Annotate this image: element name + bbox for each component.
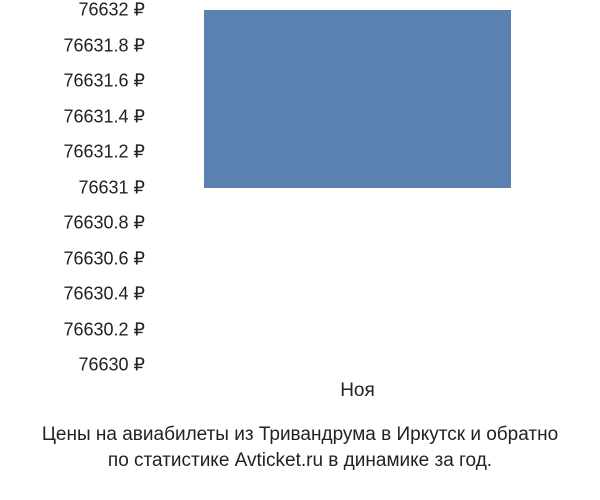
price-chart: 76632 ₽ 76631.8 ₽ 76631.6 ₽ 76631.4 ₽ 76631.… xyxy=(0,0,600,500)
x-tick-label: Ноя xyxy=(340,380,375,402)
y-tick-label: 76631.4 ₽ xyxy=(63,106,145,127)
chart-bar xyxy=(204,10,512,188)
chart-caption: Цены на авиабилеты из Тривандрума в Ирку… xyxy=(0,422,600,475)
y-tick-label: 76630.2 ₽ xyxy=(63,319,145,340)
caption-line-2: по статистике Avticket.ru в динамике за … xyxy=(108,450,492,471)
y-tick-label: 76630.4 ₽ xyxy=(63,284,145,305)
y-tick-label: 76631 ₽ xyxy=(78,177,145,198)
y-tick-label: 76631.2 ₽ xyxy=(63,142,145,163)
y-tick-label: 76631.6 ₽ xyxy=(63,71,145,92)
y-tick-label: 76631.8 ₽ xyxy=(63,35,145,56)
caption-line-1: Цены на авиабилеты из Тривандрума в Ирку… xyxy=(42,424,558,445)
plot-area xyxy=(155,10,560,365)
y-tick-label: 76630.8 ₽ xyxy=(63,213,145,234)
y-tick-label: 76630.6 ₽ xyxy=(63,248,145,269)
y-tick-label: 76630 ₽ xyxy=(78,355,145,376)
y-tick-label: 76632 ₽ xyxy=(78,0,145,21)
